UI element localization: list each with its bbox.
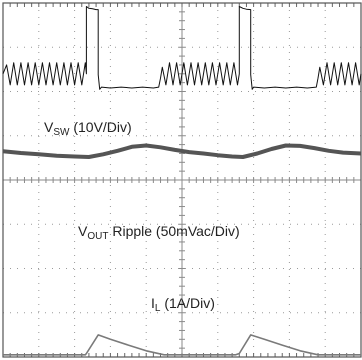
vout-ripple-trace: [2, 143, 362, 159]
traces: [2, 6, 362, 356]
il-trace: [3, 334, 361, 356]
il-label: IL (1A/Div): [151, 295, 215, 314]
vsw-trace: [2, 6, 362, 90]
vout-ripple-label: VOUT Ripple (50mVac/Div): [78, 223, 240, 242]
vsw-label: VSW (10V/Div): [44, 119, 132, 138]
